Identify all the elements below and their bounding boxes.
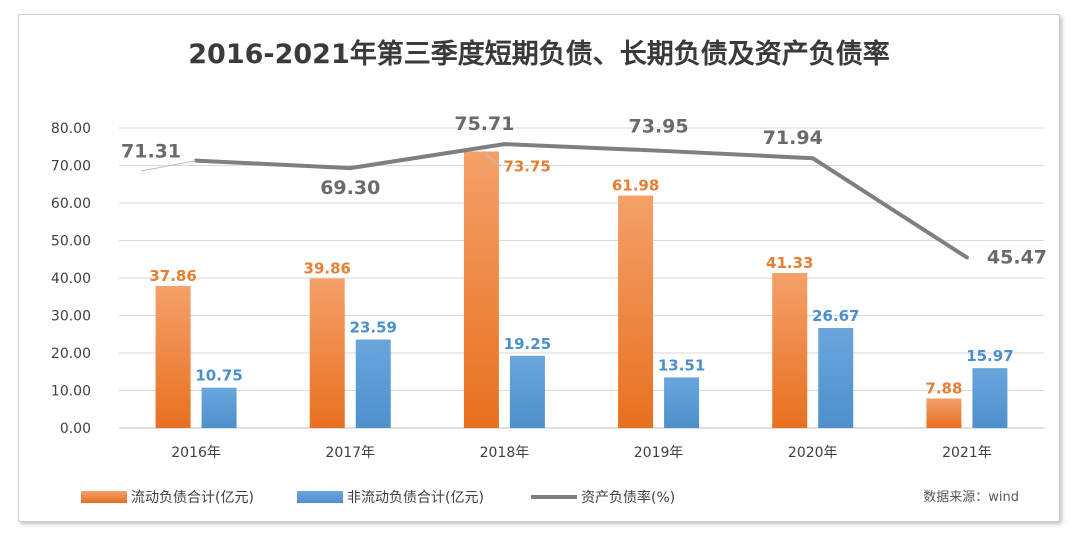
data-labels: 37.86 39.86 73.75 61.98 41.33 7.88 10.75 23.59 1…	[121, 113, 1047, 397]
rate-polyline	[195, 142, 968, 260]
rate-point	[502, 142, 507, 147]
leader-line	[485, 154, 502, 167]
y-tick-label: 10.00	[51, 384, 91, 400]
bar-current-liabilities	[463, 151, 499, 428]
y-tick-label: 0.00	[60, 421, 91, 437]
bar-noncurrent-value-label: 26.67	[812, 307, 859, 325]
bar-noncurrent-liabilities	[509, 355, 545, 428]
x-category-label: 2021年	[942, 445, 992, 461]
grid-lines	[119, 127, 1044, 429]
rate-point	[964, 255, 969, 260]
x-category-label: 2017年	[325, 445, 375, 461]
rate-line	[140, 142, 969, 260]
legend-swatch-noncurrent	[297, 491, 343, 503]
bar-noncurrent-value-label: 15.97	[966, 347, 1013, 365]
bar-current-value-label: 73.75	[503, 157, 550, 175]
rate-value-label: 71.31	[121, 141, 181, 163]
bar-current-liabilities	[926, 398, 962, 428]
y-axis: 0.00 10.00 20.00 30.00 40.00 50.00 60.00 70.00 8…	[51, 121, 91, 437]
bar-current-value-label: 39.86	[304, 260, 351, 278]
y-tick-label: 50.00	[51, 234, 91, 250]
legend-swatch-current	[81, 491, 127, 503]
rate-value-label: 45.47	[987, 246, 1047, 268]
rate-value-label: 71.94	[763, 127, 823, 149]
x-category-label: 2020年	[788, 445, 838, 461]
bar-noncurrent-liabilities	[355, 339, 391, 428]
bar-noncurrent-value-label: 19.25	[504, 335, 551, 353]
bar-current-liabilities	[618, 195, 654, 428]
bar-noncurrent-liabilities	[664, 377, 700, 428]
bar-current-value-label: 37.86	[149, 267, 196, 285]
rate-value-label: 75.71	[454, 113, 514, 135]
bar-noncurrent-liabilities	[201, 387, 237, 428]
x-category-label: 2018年	[480, 445, 530, 461]
chart-frame: 2016-2021年第三季度短期负债、长期负债及资产负债率 0.00 10.00 2…	[18, 14, 1060, 522]
bar-noncurrent-liabilities	[818, 327, 854, 428]
y-tick-label: 40.00	[51, 271, 91, 287]
x-category-label: 2019年	[634, 445, 684, 461]
legend-label-current: 流动负债合计(亿元)	[131, 490, 254, 506]
rate-point	[348, 166, 353, 171]
rate-value-label: 73.95	[629, 116, 689, 138]
x-category-label: 2016年	[171, 445, 221, 461]
bar-current-value-label: 41.33	[766, 254, 813, 272]
x-axis: 2016年 2017年 2018年 2019年 2020年 2021年	[171, 445, 991, 461]
chart-svg: 2016-2021年第三季度短期负债、长期负债及资产负债率 0.00 10.00 2…	[51, 38, 1047, 506]
bar-current-liabilities	[772, 273, 808, 428]
bars	[155, 151, 1008, 428]
y-tick-label: 60.00	[51, 196, 91, 212]
y-tick-label: 80.00	[51, 121, 91, 137]
legend: 流动负债合计(亿元) 非流动负债合计(亿元) 资产负债率(%)	[81, 489, 675, 506]
bar-current-liabilities	[309, 278, 345, 428]
bar-noncurrent-value-label: 10.75	[195, 367, 242, 385]
y-tick-label: 70.00	[51, 159, 91, 175]
bar-noncurrent-value-label: 23.59	[350, 319, 397, 337]
source-note: 数据来源：wind	[923, 490, 1019, 505]
chart-title: 2016-2021年第三季度短期负债、长期负债及资产负债率	[188, 38, 890, 70]
bar-current-liabilities	[155, 286, 191, 428]
y-tick-label: 30.00	[51, 309, 91, 325]
rate-value-label: 69.30	[320, 177, 380, 199]
rate-point	[656, 148, 661, 153]
bar-current-value-label: 61.98	[612, 177, 659, 195]
legend-label-rate: 资产负债率(%)	[581, 489, 675, 506]
y-tick-label: 20.00	[51, 346, 91, 362]
leader-line	[140, 160, 197, 172]
bar-current-value-label: 7.88	[925, 379, 962, 397]
legend-label-noncurrent: 非流动负债合计(亿元)	[347, 490, 484, 506]
bar-noncurrent-liabilities	[972, 368, 1008, 428]
bar-noncurrent-value-label: 13.51	[658, 356, 705, 374]
rate-point	[810, 156, 815, 161]
